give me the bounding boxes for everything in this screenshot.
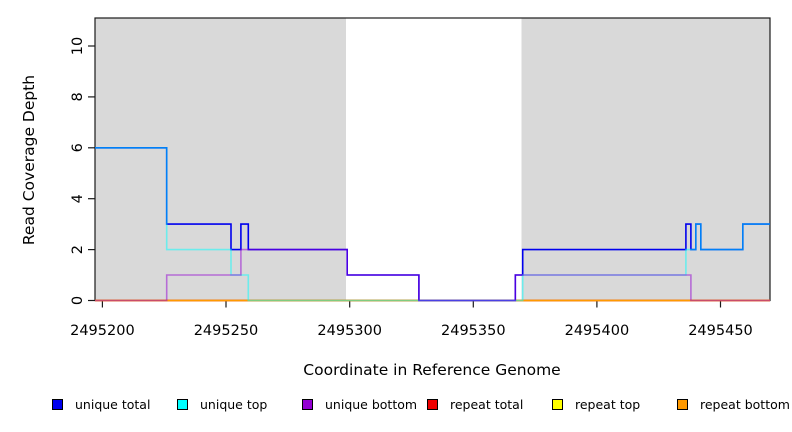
shaded-region — [95, 18, 346, 301]
legend-label: repeat top — [575, 397, 641, 412]
y-tick-label: 2 — [70, 245, 86, 254]
series-line-unique-bottom — [95, 248, 770, 302]
y-tick-label: 4 — [70, 194, 86, 203]
legend-item-repeat-bottom: repeat bottom — [677, 397, 790, 412]
coverage-plot: 2495200 2495250 2495300 2495350 2495400 24954… — [20, 17, 771, 379]
x-tick-label: 2495200 — [70, 323, 135, 339]
legend-swatch-icon — [552, 399, 563, 410]
x-tick-label: 2495400 — [565, 323, 630, 339]
x-tick-label: 2495350 — [441, 323, 506, 339]
legend-swatch-icon — [427, 399, 438, 410]
legend-label: unique top — [200, 397, 268, 412]
y-axis-title: Read Coverage Depth — [20, 75, 38, 245]
x-tick-label: 2495450 — [688, 323, 753, 339]
legend-label: unique bottom — [325, 397, 418, 412]
legend-item-unique-bottom: unique bottom — [302, 397, 427, 412]
y-tick-label: 8 — [70, 92, 86, 101]
legend-swatch-icon — [677, 399, 688, 410]
legend-item-unique-top: unique top — [177, 397, 302, 412]
x-tick-label: 2495300 — [317, 323, 382, 339]
y-tick-label: 6 — [70, 143, 86, 152]
y-tick-label: 10 — [70, 37, 86, 55]
legend-swatch-icon — [177, 399, 188, 410]
x-tick-label: 2495250 — [194, 323, 259, 339]
legend-label: repeat total — [450, 397, 524, 412]
shaded-region — [521, 18, 770, 301]
legend-swatch-icon — [302, 399, 313, 410]
legend-label: repeat bottom — [700, 397, 790, 412]
legend-swatch-icon — [52, 399, 63, 410]
x-axis-title: Coordinate in Reference Genome — [303, 361, 560, 379]
legend-item-repeat-top: repeat top — [552, 397, 677, 412]
legend-item-unique-total: unique total — [52, 397, 177, 412]
y-tick-label: 0 — [70, 296, 86, 305]
chart-legend: unique total unique top unique bottom repea… — [52, 397, 792, 412]
legend-item-repeat-total: repeat total — [427, 397, 552, 412]
legend-label: unique total — [75, 397, 151, 412]
